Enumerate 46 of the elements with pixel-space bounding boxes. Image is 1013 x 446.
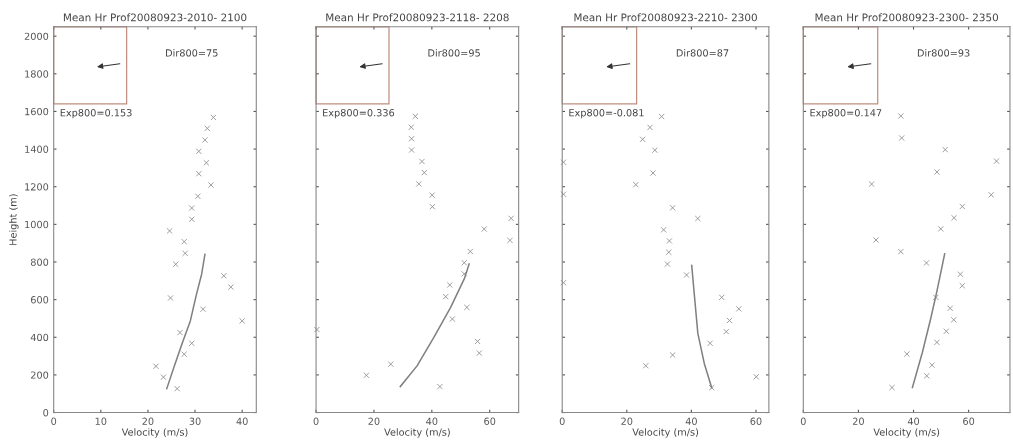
annotation: Exp800=0.147 bbox=[810, 109, 882, 119]
x-tick-label: 0 bbox=[559, 417, 565, 425]
y-tick-label: 0 bbox=[43, 409, 49, 417]
annotation: Dir800=87 bbox=[676, 49, 729, 57]
y-tick-label: 1800 bbox=[25, 70, 49, 78]
x-tick-label: 60 bbox=[963, 417, 975, 425]
line-series bbox=[166, 253, 206, 390]
x-tick-label: 0 bbox=[313, 417, 319, 425]
annotation: Dir800=93 bbox=[917, 49, 970, 57]
x-axis-title: Velocity (m/s) bbox=[384, 428, 450, 438]
x-tick-label: 20 bbox=[852, 417, 864, 425]
annotation: Dir800=75 bbox=[166, 49, 218, 57]
y-tick-label: 1000 bbox=[25, 220, 49, 229]
x-axis-title: Velocity (m/s) bbox=[121, 428, 188, 438]
x-tick-label: 0 bbox=[51, 417, 57, 425]
x-tick-label: 40 bbox=[426, 417, 438, 425]
chart-title: Mean Hr Prof20080923-2300- 2350 bbox=[815, 13, 999, 22]
y-tick-label: 400 bbox=[30, 333, 49, 342]
chart-title: Mean Hr Prof20080923-2010- 2100 bbox=[63, 13, 247, 22]
y-axis-title: Height (m) bbox=[9, 194, 19, 245]
x-tick-label: 20 bbox=[142, 417, 154, 425]
x-tick-label: 60 bbox=[750, 417, 762, 425]
x-tick-label: 40 bbox=[907, 417, 920, 425]
annotation: Exp800=0.336 bbox=[323, 109, 395, 119]
x-axis-title: Velocity (m/s) bbox=[632, 428, 699, 438]
y-tick-label: 1400 bbox=[25, 145, 49, 153]
x-tick-label: 20 bbox=[368, 417, 380, 425]
y-tick-label: 200 bbox=[30, 371, 49, 379]
annotation: Exp800=-0.081 bbox=[569, 109, 644, 119]
x-axis-title: Velocity (m/s) bbox=[873, 428, 940, 438]
x-tick-label: 20 bbox=[621, 417, 633, 425]
y-tick-label: 2000 bbox=[24, 32, 49, 40]
y-tick-label: 600 bbox=[30, 296, 49, 304]
x-tick-label: 0 bbox=[800, 417, 806, 425]
y-tick-label: 1600 bbox=[25, 107, 49, 116]
chart-title: Mean Hr Prof20080923-2118- 2208 bbox=[326, 13, 509, 22]
y-tick-label: 1200 bbox=[25, 183, 49, 191]
x-tick-label: 10 bbox=[95, 417, 107, 425]
annotation: Dir800=95 bbox=[428, 49, 480, 57]
annotation: Exp800=0.153 bbox=[60, 109, 132, 119]
x-tick-label: 40 bbox=[236, 417, 248, 425]
chart-title: Mean Hr Prof20080923-2210- 2300 bbox=[574, 13, 757, 22]
x-tick-label: 60 bbox=[484, 417, 496, 425]
x-tick-label: 30 bbox=[189, 417, 201, 425]
x-tick-label: 40 bbox=[685, 417, 697, 425]
y-tick-label: 800 bbox=[30, 258, 49, 266]
